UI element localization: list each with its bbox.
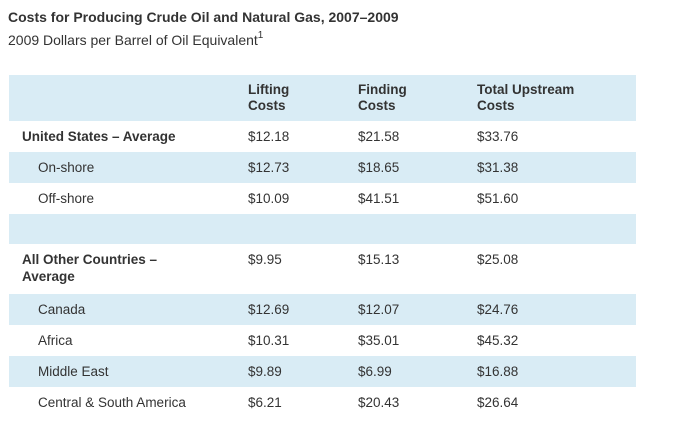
value-cell: $12.69 — [248, 302, 290, 317]
header-cell-total-upstream-costs: Total Upstream Costs — [477, 82, 575, 113]
row-label: Canada — [38, 302, 86, 317]
value-cell: $41.51 — [358, 191, 400, 206]
table-row-united-states-average: United States – Average $12.18 $21.58 $3… — [9, 121, 636, 152]
value-cell: $9.89 — [248, 364, 282, 379]
footnote-marker: 1 — [257, 30, 264, 42]
value-cell: $26.64 — [477, 395, 519, 410]
value-cell: $15.13 — [358, 252, 400, 267]
table-row-africa: Africa $10.31 $35.01 $45.32 — [9, 325, 636, 356]
table-row-off-shore: Off-shore $10.09 $41.51 $51.60 — [9, 183, 636, 214]
row-label: Off-shore — [38, 191, 95, 206]
value-cell: $20.43 — [358, 395, 400, 410]
table-row-middle-east: Middle East $9.89 $6.99 $16.88 — [9, 356, 636, 387]
value-cell: $21.58 — [358, 129, 400, 144]
costs-table: Lifting Costs Finding Costs Total Upstre… — [9, 75, 636, 418]
spacer-cell — [9, 214, 636, 244]
value-cell: $16.88 — [477, 364, 519, 379]
value-cell: $25.08 — [477, 252, 519, 267]
value-cell: $31.38 — [477, 160, 519, 175]
value-cell: $6.21 — [248, 395, 282, 410]
page-subtitle: 2009 Dollars per Barrel of Oil Equivalen… — [8, 30, 680, 49]
value-cell: $10.09 — [248, 191, 290, 206]
table-row-central-south-america: Central & South America $6.21 $20.43 $26… — [9, 387, 636, 418]
value-cell: $51.60 — [477, 191, 519, 206]
table-row-on-shore: On-shore $12.73 $18.65 $31.38 — [9, 152, 636, 183]
value-cell: $18.65 — [358, 160, 400, 175]
header-cell-finding-costs: Finding Costs — [358, 82, 407, 113]
value-cell: $9.95 — [248, 252, 282, 267]
row-label: All Other Countries – Average — [22, 252, 158, 284]
table-row-all-other-countries-average: All Other Countries – Average $9.95 $15.… — [9, 244, 636, 294]
row-label: Africa — [38, 333, 73, 348]
table-row-canada: Canada $12.69 $12.07 $24.76 — [9, 294, 636, 325]
row-label: Middle East — [38, 364, 109, 379]
header-cell-empty — [9, 75, 248, 121]
value-cell: $24.76 — [477, 302, 519, 317]
value-cell: $35.01 — [358, 333, 400, 348]
row-label: United States – Average — [22, 129, 176, 144]
page: Costs for Producing Crude Oil and Natura… — [8, 9, 680, 418]
value-cell: $45.32 — [477, 333, 519, 348]
row-label: Central & South America — [38, 395, 186, 410]
value-cell: $12.73 — [248, 160, 290, 175]
value-cell: $10.31 — [248, 333, 290, 348]
row-label: On-shore — [38, 160, 95, 175]
value-cell: $6.99 — [358, 364, 392, 379]
spacer-row — [9, 214, 636, 244]
page-title: Costs for Producing Crude Oil and Natura… — [8, 9, 399, 25]
value-cell: $33.76 — [477, 129, 519, 144]
header-row: Lifting Costs Finding Costs Total Upstre… — [9, 75, 636, 121]
value-cell: $12.18 — [248, 129, 290, 144]
header-cell-lifting-costs: Lifting Costs — [248, 82, 290, 113]
value-cell: $12.07 — [358, 302, 400, 317]
subtitle-text: 2009 Dollars per Barrel of Oil Equivalen… — [8, 32, 258, 48]
